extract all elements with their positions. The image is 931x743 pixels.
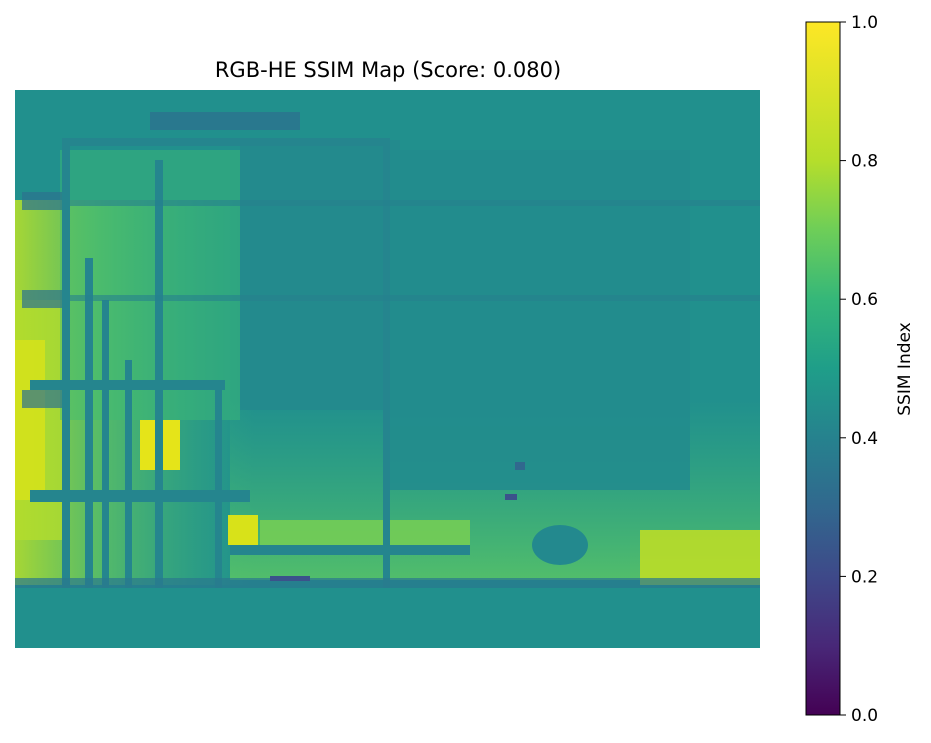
heatmap-beam-6 bbox=[230, 545, 470, 555]
heatmap-beam-2 bbox=[30, 380, 225, 390]
colorbar-tick-label: 0.4 bbox=[851, 429, 878, 449]
heatmap-dark-blob bbox=[532, 525, 588, 565]
heatmap-low-spot-2 bbox=[270, 576, 310, 581]
colorbar-fill bbox=[806, 22, 840, 715]
heatmap-bright-box-2 bbox=[228, 515, 258, 545]
colorbar-tick-label: 0.6 bbox=[851, 290, 878, 310]
heatmap-beam-1 bbox=[62, 138, 390, 146]
colorbar-tick-label: 0.0 bbox=[851, 706, 878, 726]
heatmap-top-bar bbox=[150, 112, 300, 130]
heatmap-rod-1 bbox=[62, 138, 70, 588]
heatmap-low-spot-3 bbox=[515, 462, 525, 470]
colorbar-ticks: 0.0 0.2 0.4 0.6 0.8 1.0 bbox=[840, 13, 878, 726]
heatmap-bright-left-2 bbox=[15, 340, 45, 500]
chart-title: RGB-HE SSIM Map (Score: 0.080) bbox=[215, 58, 561, 82]
heatmap-dark-block bbox=[390, 150, 690, 490]
heatmap-rod-2 bbox=[85, 258, 93, 588]
heatmap-bright-strip bbox=[640, 530, 760, 585]
heatmap-low-spot-1 bbox=[505, 494, 517, 500]
heatmap-rod-3 bbox=[102, 300, 109, 588]
heatmap-floor bbox=[15, 585, 760, 648]
heatmap-beam-5 bbox=[70, 295, 760, 301]
heatmap-rod-4 bbox=[125, 360, 132, 588]
colorbar-tick-label: 1.0 bbox=[851, 13, 878, 33]
heatmap-bar-2 bbox=[22, 290, 62, 308]
heatmap-rod-5 bbox=[155, 160, 163, 588]
colorbar-label: SSIM Index bbox=[895, 322, 915, 415]
heatmap-beam-4 bbox=[70, 200, 760, 206]
colorbar: 0.0 0.2 0.4 0.6 0.8 1.0 SSIM Index bbox=[805, 13, 915, 726]
heatmap-bar-1 bbox=[22, 192, 62, 210]
heatmap-rod-7 bbox=[383, 138, 390, 588]
heatmap-bar-3 bbox=[22, 390, 62, 408]
colorbar-tick-label: 0.8 bbox=[851, 152, 878, 172]
heatmap-beam-3 bbox=[30, 490, 250, 502]
colorbar-frame bbox=[805, 21, 841, 716]
heatmap-beam-7 bbox=[15, 578, 760, 588]
ssim-heatmap bbox=[15, 90, 760, 648]
heatmap-rod-6 bbox=[215, 380, 222, 588]
colorbar-tick-label: 0.2 bbox=[851, 567, 878, 587]
heatmap-window-panel bbox=[240, 140, 400, 410]
